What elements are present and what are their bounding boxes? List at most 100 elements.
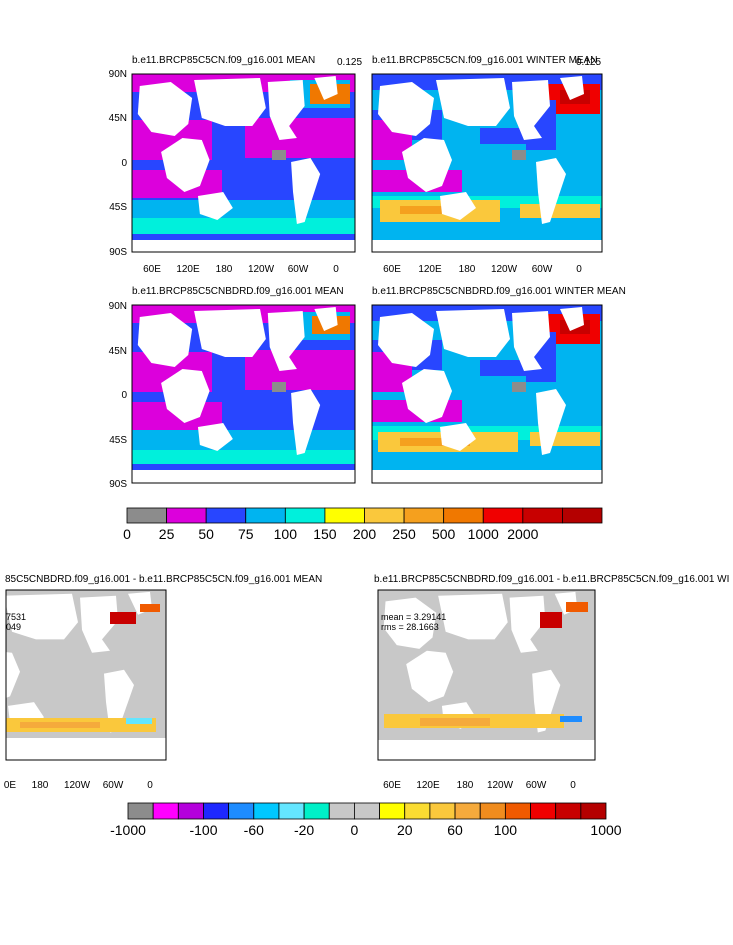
colorbar-2: -1000 -100 -60 -20 0 20 60 100 1000 — [110, 802, 622, 838]
xlabel-0: 0 — [570, 780, 576, 791]
cb2-swatch — [429, 802, 456, 820]
panel-diff-winter: b.e11.BRCP85C5CNBDRD.f09_g16.001 - b.e11… — [374, 574, 729, 791]
cb1-swatch — [403, 507, 445, 524]
panel-3-title: b.e11.BRCP85C5CNBDRD.f09_g16.001 MEAN — [132, 286, 344, 297]
cb2-label: -100 — [189, 822, 217, 838]
cb1-label: 150 — [313, 526, 337, 542]
cb1-swatch — [364, 507, 405, 524]
cb1-swatch — [324, 507, 365, 524]
cb1-swatch — [245, 507, 286, 524]
cb2-swatch — [127, 802, 154, 820]
panel-6-title: b.e11.BRCP85C5CNBDRD.f09_g16.001 - b.e11… — [374, 574, 729, 585]
panel-winter-ctrl: b.e11.BRCP85C5CN.f09_g16.001 WINTER MEAN… — [371, 55, 603, 275]
cb1-swatch — [205, 507, 247, 524]
cb2-swatch — [253, 802, 280, 820]
panel-1-corner-value: 0.125 — [337, 57, 362, 68]
cb1-label: 0 — [123, 526, 131, 542]
xlabel-60w: 60W — [526, 780, 547, 791]
ylabel-0: 0 — [121, 390, 127, 401]
panel-5-field — [6, 590, 166, 760]
cb2-swatch — [228, 802, 255, 820]
cb1-swatch — [522, 507, 563, 524]
cb2-label: 1000 — [590, 822, 621, 838]
panel-3-field — [132, 305, 355, 483]
cb2-label: 60 — [447, 822, 463, 838]
panel-2-field — [372, 74, 602, 252]
panel-6-stat-mean: mean = 3.29141 — [381, 612, 446, 622]
cb2-swatch — [354, 802, 380, 820]
cb1-label: 500 — [432, 526, 456, 542]
ylabel-90n: 90N — [109, 301, 127, 312]
xlabel-0e: 0E — [4, 780, 17, 791]
xlabel-180: 180 — [216, 264, 233, 275]
cb2-label: 20 — [397, 822, 413, 838]
cb2-swatch — [404, 802, 431, 820]
xlabel-180: 180 — [459, 264, 476, 275]
xlabel-120w: 120W — [487, 780, 514, 791]
cb1-label: 2000 — [507, 526, 538, 542]
xlabel-60w: 60W — [532, 264, 553, 275]
cb1-swatch — [443, 507, 484, 524]
cb1-label: 200 — [353, 526, 377, 542]
xlabel-60e: 60E — [383, 264, 401, 275]
cb1-swatch — [284, 507, 326, 524]
ylabel-90s: 90S — [109, 479, 127, 490]
cb1-swatch — [166, 507, 207, 524]
cb1-label: 100 — [274, 526, 298, 542]
panel-4-field — [372, 305, 602, 483]
cb2-swatch — [328, 802, 355, 820]
panel-mean-ctrl: b.e11.BRCP85C5CN.f09_g16.001 MEAN 0.125 … — [109, 55, 363, 275]
cb1-swatch — [482, 507, 524, 524]
ylabel-0: 0 — [121, 158, 127, 169]
panel-2-corner-value: 0.125 — [576, 57, 601, 68]
xlabel-180: 180 — [32, 780, 49, 791]
xlabel-120w: 120W — [491, 264, 518, 275]
xlabel-0: 0 — [576, 264, 582, 275]
panel-4-title: b.e11.BRCP85C5CNBDRD.f09_g16.001 WINTER … — [372, 286, 626, 297]
xlabel-60e: 60E — [383, 780, 401, 791]
xlabel-120w: 120W — [64, 780, 91, 791]
cb1-label: 75 — [238, 526, 254, 542]
cb1-label: 250 — [392, 526, 416, 542]
panel-6-stat-rms: rms = 28.1663 — [381, 622, 439, 632]
cb1-label: 1000 — [468, 526, 499, 542]
xlabel-60w: 60W — [103, 780, 124, 791]
cb1-swatch — [126, 507, 167, 524]
cb2-swatch — [152, 802, 179, 820]
cb2-swatch — [177, 802, 204, 820]
cb2-swatch — [504, 802, 531, 820]
cb2-label: -60 — [244, 822, 264, 838]
colorbar-1: 0 25 50 75 100 150 200 250 500 1000 2000 — [123, 507, 603, 542]
xlabel-180: 180 — [457, 780, 474, 791]
cb2-label: -20 — [294, 822, 314, 838]
panel-1-title: b.e11.BRCP85C5CN.f09_g16.001 MEAN — [132, 55, 315, 66]
panel-5-stat-mean: 7531 — [6, 612, 26, 622]
cb2-label: 100 — [494, 822, 518, 838]
xlabel-0: 0 — [333, 264, 339, 275]
xlabel-0: 0 — [147, 780, 153, 791]
cb2-swatch — [278, 802, 305, 820]
xlabel-120e: 120E — [176, 264, 200, 275]
panel-5-title: 85C5CNBDRD.f09_g16.001 - b.e11.BRCP85C5C… — [5, 574, 322, 585]
cb2-swatch — [580, 802, 607, 820]
cb1-swatch — [562, 507, 603, 524]
panel-mean-bdrd: b.e11.BRCP85C5CNBDRD.f09_g16.001 MEAN 90… — [109, 286, 356, 490]
ylabel-45n: 45N — [109, 346, 127, 357]
xlabel-60e: 60E — [143, 264, 161, 275]
cb2-swatch — [203, 802, 230, 820]
xlabel-120e: 120E — [416, 780, 440, 791]
xlabel-60w: 60W — [288, 264, 309, 275]
xlabel-120w: 120W — [248, 264, 275, 275]
ylabel-45s: 45S — [109, 435, 127, 446]
cb2-swatch — [379, 802, 406, 820]
ylabel-90n: 90N — [109, 69, 127, 80]
panel-diff-mean: 85C5CNBDRD.f09_g16.001 - b.e11.BRCP85C5C… — [4, 574, 322, 791]
cb2-swatch — [454, 802, 481, 820]
ylabel-45n: 45N — [109, 113, 127, 124]
cb2-swatch — [479, 802, 506, 820]
panel-5-stat-rms: 049 — [6, 622, 21, 632]
xlabel-120e: 120E — [418, 264, 442, 275]
cb2-label: -1000 — [110, 822, 146, 838]
panel-winter-bdrd: b.e11.BRCP85C5CNBDRD.f09_g16.001 WINTER … — [371, 286, 626, 484]
